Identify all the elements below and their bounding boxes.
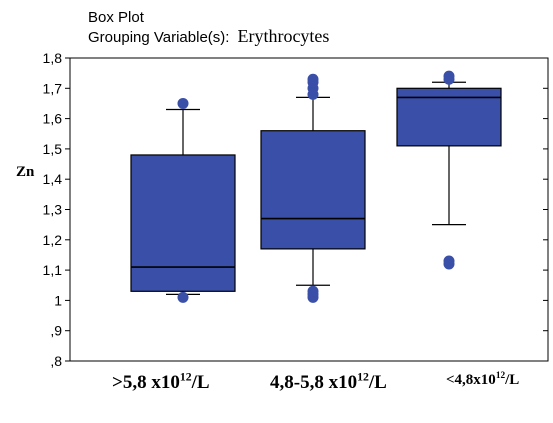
y-tick-label: ,8 <box>50 353 62 369</box>
subtitle-prefix: Grouping Variable(s): <box>88 29 229 46</box>
outlier-point <box>307 73 319 85</box>
x-group-label-exponent: 12 <box>179 370 192 384</box>
outlier-point <box>307 285 319 297</box>
subtitle-value: Erythrocytes <box>237 26 329 46</box>
x-group-label: >5,8 x1012/L <box>112 370 210 394</box>
y-tick-label: 1 <box>54 292 62 308</box>
y-tick-label: 1,2 <box>43 232 63 248</box>
box-iqr <box>130 154 236 292</box>
x-group-label-unit: /L <box>505 372 520 388</box>
y-tick-label: 1,7 <box>43 80 63 96</box>
x-group-label-exponent: 12 <box>357 370 369 384</box>
y-tick-label: 1,8 <box>43 50 63 66</box>
y-tick-label: 1,6 <box>43 111 63 127</box>
x-group-label: <4,8x1012/L <box>446 371 520 389</box>
x-group-label-unit: /L <box>191 372 210 393</box>
y-tick-label: 1,5 <box>43 141 63 157</box>
outlier-point <box>443 255 455 267</box>
x-group-label: 4,8-5,8 x1012/L <box>270 370 387 394</box>
x-group-label-main: <4,8x10 <box>446 372 496 388</box>
outlier-point <box>177 97 189 109</box>
chart-title: Box Plot <box>88 9 145 26</box>
outlier-point <box>443 70 455 82</box>
y-tick-label: 1,4 <box>43 171 63 187</box>
y-axis-label: Zn <box>16 164 35 180</box>
x-group-label-main: >5,8 x10 <box>112 372 180 393</box>
x-group-label-exponent: 12 <box>495 371 506 381</box>
y-tick-label: 1,1 <box>43 262 63 278</box>
x-group-label-unit: /L <box>368 372 387 393</box>
chart-subtitle: Grouping Variable(s): Erythrocytes <box>88 26 329 46</box>
plot-area: ,8 ,9 1 1,1 1,2 1,3 1,4 1,5 1,6 1,7 1,8 <box>43 50 549 369</box>
x-group-label-main: 4,8-5,8 x10 <box>270 372 358 393</box>
y-tick-label: 1,3 <box>43 202 63 218</box>
outlier-point <box>177 291 189 303</box>
box-iqr <box>260 130 366 250</box>
y-tick-label: ,9 <box>50 323 62 339</box>
